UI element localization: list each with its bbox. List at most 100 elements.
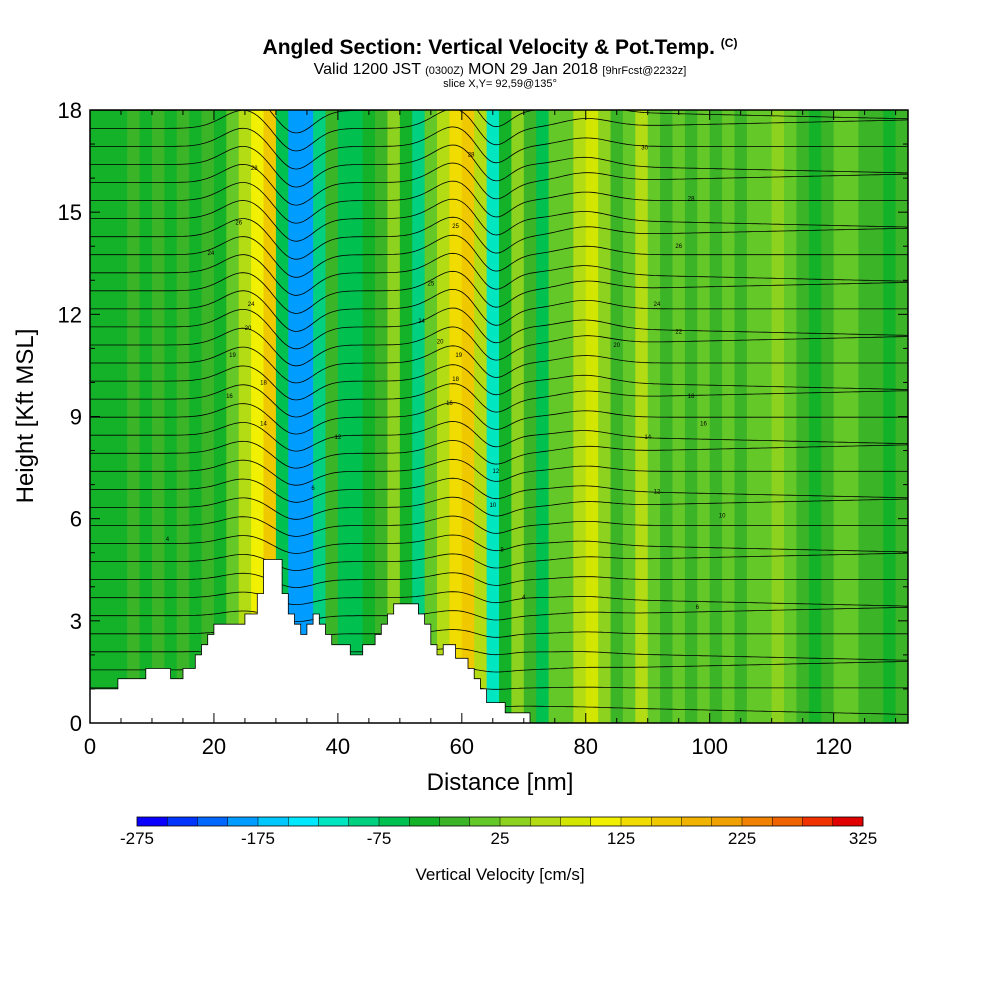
colorbar-swatch	[560, 817, 592, 826]
terrain	[89, 559, 531, 724]
contour-label: 25	[427, 282, 434, 288]
contour-label: 4	[522, 595, 526, 601]
velocity-band	[461, 110, 475, 723]
velocity-band	[870, 110, 884, 723]
velocity-band	[511, 110, 525, 723]
velocity-band	[610, 110, 624, 723]
isentrope-line	[90, 477, 908, 503]
isentrope-line	[90, 383, 908, 418]
isentrope-line	[90, 252, 908, 296]
contour-label: 14	[260, 421, 267, 427]
velocity-band	[523, 110, 537, 723]
valid-prefix: Valid 1200 JST	[313, 61, 421, 78]
contour-label: 8	[500, 547, 504, 553]
velocity-band	[598, 110, 612, 723]
velocity-band	[858, 110, 872, 723]
isentrope-line	[90, 126, 908, 170]
y-tick-label: 6	[70, 507, 82, 532]
colorbar: -275 -175 -75 25 125 225 325	[120, 816, 877, 848]
isentrope-line	[90, 591, 908, 607]
velocity-band	[499, 110, 512, 723]
isentrope-line	[90, 180, 908, 224]
isentrope-line	[90, 421, 908, 452]
isentrope-line	[90, 534, 908, 554]
velocity-band	[560, 110, 574, 723]
contour-label: 6	[311, 486, 315, 492]
colorbar-tick-label: 125	[607, 829, 635, 848]
chart-title: Angled Section: Vertical Velocity & Pot.…	[262, 36, 738, 59]
axes: 0 20 40 60 80 100 120 0 3 6 9 12 15 18	[58, 98, 908, 759]
x-axis-title: Distance [nm]	[427, 769, 574, 796]
velocity-band	[883, 110, 897, 723]
velocity-band	[573, 110, 587, 723]
isentrope-line	[90, 326, 908, 367]
contour-label: 24	[654, 302, 661, 308]
velocity-band	[647, 110, 661, 723]
x-tick-label: 20	[202, 734, 226, 759]
contour-label: 14	[644, 435, 651, 441]
velocity-band	[412, 110, 426, 723]
isentrope-line	[90, 402, 908, 435]
contour-label: 28	[688, 197, 695, 203]
velocity-band	[808, 110, 822, 723]
velocity-band	[734, 110, 748, 723]
x-tick-label: 120	[815, 734, 852, 759]
y-tick-label: 15	[58, 200, 82, 225]
velocity-band	[437, 110, 451, 723]
y-tick-label: 12	[58, 302, 82, 327]
isentrope-line	[90, 307, 908, 350]
velocity-field	[90, 110, 908, 723]
contour-label: 16	[446, 401, 453, 407]
colorbar-swatch	[137, 817, 168, 826]
colorbar-swatch	[227, 817, 259, 826]
contour-label: 10	[719, 513, 726, 519]
velocity-band	[362, 110, 376, 723]
colorbar-swatch	[439, 817, 471, 826]
velocity-band	[709, 110, 723, 723]
isentrope-line	[90, 270, 908, 314]
contour-label: 19	[455, 353, 462, 359]
isentrope-line	[90, 364, 908, 401]
velocity-band	[746, 110, 760, 723]
velocity-band	[622, 110, 636, 723]
colorbar-tick-label: 25	[491, 829, 510, 848]
colorbar-swatch	[530, 817, 561, 826]
contour-label: 26	[675, 244, 682, 250]
velocity-band	[337, 110, 351, 723]
contour-label: 20	[437, 340, 444, 346]
isentrope-line	[90, 496, 908, 520]
velocity-band	[325, 110, 339, 723]
colorbar-swatch	[197, 817, 229, 826]
contour-label: 25	[452, 224, 459, 230]
contour-label: 20	[613, 343, 620, 349]
isentrope-line	[90, 288, 908, 332]
velocity-band	[486, 110, 500, 723]
isentrope-line	[90, 552, 908, 571]
velocity-band	[102, 110, 116, 723]
colorbar-tick-label: 225	[728, 829, 756, 848]
velocity-band	[672, 110, 686, 723]
contour-label: 18	[260, 380, 267, 386]
x-tick-label: 80	[574, 734, 598, 759]
isentrope-line	[90, 198, 908, 242]
colorbar-swatch	[500, 817, 531, 826]
isentrope-line	[90, 515, 908, 537]
colorbar-swatch	[379, 817, 410, 826]
colorbar-swatch	[772, 817, 803, 826]
contour-label: 19	[229, 353, 236, 359]
colorbar-swatch	[590, 817, 622, 826]
colorbar-title: Vertical Velocity [cm/s]	[415, 865, 584, 884]
velocity-band	[821, 110, 835, 723]
colorbar-swatch	[318, 817, 350, 826]
contour-label: 28	[251, 166, 258, 172]
velocity-band	[213, 110, 227, 723]
valid-date: MON 29 Jan 2018	[468, 61, 598, 78]
chart-subtitle: Valid 1200 JST (0300Z) MON 29 Jan 2018 […	[0, 61, 1000, 79]
isentrope-line	[90, 234, 908, 278]
contour-label: 10	[489, 503, 496, 509]
x-tick-label: 100	[691, 734, 728, 759]
contour-label: 26	[235, 220, 242, 226]
colorbar-swatch	[742, 817, 773, 826]
velocity-band	[424, 110, 438, 723]
